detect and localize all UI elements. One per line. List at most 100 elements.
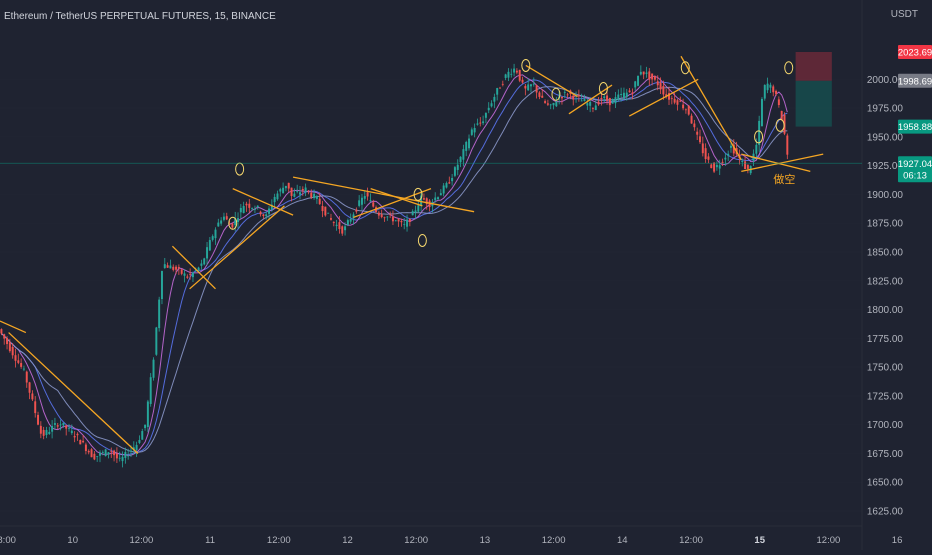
- candle-body: [273, 196, 276, 203]
- candle-body: [110, 451, 113, 453]
- candle-body: [631, 92, 634, 94]
- candle-body: [11, 346, 14, 356]
- pivot-marker: [228, 216, 238, 230]
- trendline: [741, 153, 811, 173]
- candle-body: [56, 425, 59, 427]
- candle-body: [163, 264, 166, 269]
- y-tick-label: 1875.00: [867, 219, 904, 230]
- candle-body: [160, 271, 163, 300]
- candle-body: [124, 452, 127, 458]
- trendline: [353, 188, 432, 219]
- candle-body: [780, 110, 783, 121]
- pivot-marker: [521, 58, 531, 72]
- candle-body: [383, 217, 386, 219]
- candle-body: [315, 196, 318, 199]
- candle-body: [307, 190, 310, 192]
- candle-body: [355, 209, 358, 212]
- candle-body: [459, 156, 462, 163]
- candle-body: [572, 95, 575, 100]
- pivot-marker: [551, 87, 561, 101]
- candle-body: [777, 99, 780, 106]
- candle-body: [51, 425, 54, 432]
- trendline: [8, 332, 139, 454]
- candle-body: [510, 73, 513, 75]
- candle-body: [259, 211, 262, 215]
- candle-body: [346, 220, 349, 225]
- candle-body: [8, 342, 11, 352]
- candle-body: [566, 94, 569, 96]
- candle-body: [637, 76, 640, 86]
- candle-body: [465, 142, 468, 151]
- candle-body: [701, 143, 704, 154]
- candle-body: [721, 161, 724, 164]
- pivot-marker: [413, 187, 423, 201]
- x-tick-label: 16: [892, 535, 903, 546]
- candle-body: [693, 123, 696, 128]
- candle-body: [104, 449, 107, 457]
- candle-body: [603, 96, 606, 99]
- candle-body: [231, 223, 234, 228]
- candle-body: [352, 214, 355, 219]
- candle-body: [222, 216, 225, 220]
- y-tick-label: 1800.00: [867, 305, 904, 316]
- x-tick-label: 13: [480, 535, 491, 546]
- candle-body: [403, 224, 406, 226]
- candle-body: [400, 221, 403, 223]
- candle-body: [696, 131, 699, 135]
- pivot-marker: [680, 61, 690, 75]
- candle-body: [344, 226, 347, 231]
- price-label-box: [898, 44, 932, 59]
- candle-body: [324, 206, 327, 216]
- take-profit-zone: [795, 80, 832, 127]
- y-tick-label: 1700.00: [867, 420, 904, 431]
- candle-body: [758, 120, 761, 145]
- candle-body: [507, 71, 510, 78]
- candle-body: [642, 71, 645, 75]
- candle-body: [42, 429, 45, 436]
- candle-body: [363, 196, 366, 199]
- candle-body: [608, 97, 611, 106]
- candle-body: [617, 94, 620, 101]
- candle-body: [372, 202, 375, 207]
- candle-body: [358, 200, 361, 206]
- candle-body: [242, 205, 245, 214]
- candle-body: [251, 208, 254, 209]
- candle-body: [710, 164, 713, 169]
- candle-body: [200, 263, 203, 266]
- candle-body: [138, 440, 141, 443]
- candle-body: [420, 195, 423, 206]
- candle-body: [118, 457, 121, 459]
- candle-body: [583, 99, 586, 101]
- x-tick-label: 12:00: [267, 535, 291, 546]
- candle-body: [228, 223, 231, 225]
- candle-body: [648, 71, 651, 80]
- y-tick-label: 1975.00: [867, 104, 904, 115]
- candle-body: [349, 218, 352, 222]
- candle-body: [37, 414, 40, 425]
- candle-body: [369, 200, 372, 202]
- candle-body: [518, 69, 521, 81]
- candle-body: [113, 450, 116, 456]
- candle-body: [248, 203, 251, 208]
- candle-body: [606, 95, 609, 101]
- trendline: [370, 188, 423, 207]
- candle-body: [237, 218, 240, 223]
- y-tick-label: 1900.00: [867, 190, 904, 201]
- pivot-marker: [775, 118, 785, 132]
- candle-body: [670, 98, 673, 100]
- candle-body: [101, 452, 104, 453]
- candle-body: [183, 273, 186, 276]
- candle-body: [304, 187, 307, 193]
- candle-body: [68, 427, 70, 429]
- candle-body: [501, 83, 504, 85]
- candle-body: [48, 431, 51, 434]
- candle-body: [79, 440, 82, 445]
- candle-body: [634, 81, 637, 88]
- candle-body: [744, 161, 747, 170]
- candle-body: [313, 193, 316, 199]
- candle-body: [394, 220, 397, 222]
- candle-body: [668, 93, 670, 100]
- candle-body: [513, 68, 516, 73]
